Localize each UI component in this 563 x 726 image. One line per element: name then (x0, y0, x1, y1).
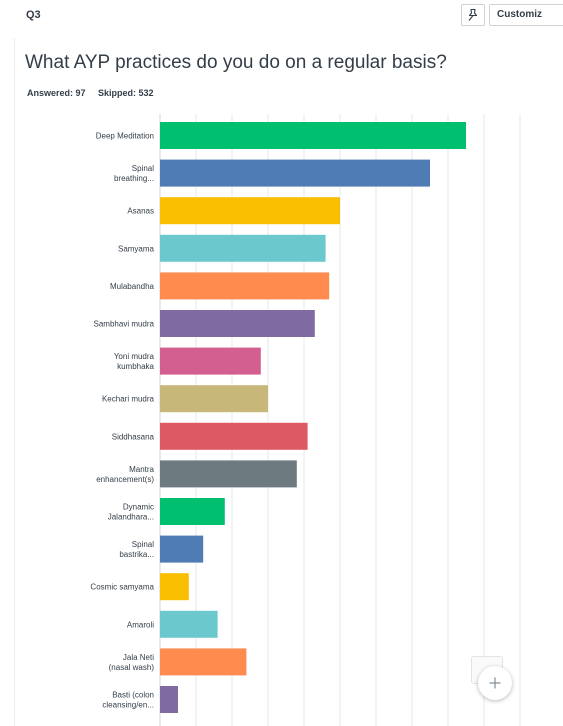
question-title: What AYP practices do you do on a regula… (25, 52, 447, 73)
bar[interactable] (160, 234, 326, 262)
customize-button[interactable]: Customiz (489, 4, 563, 26)
category-label: Mantra enhancement(s) (96, 465, 154, 484)
pin-button[interactable] (461, 4, 485, 26)
category-label: Yoni mudra kumbhaka (114, 352, 155, 371)
category-label: Asanas (127, 207, 154, 216)
answered-count: Answered: 97 (27, 88, 86, 98)
pin-icon (468, 8, 478, 21)
question-number: Q3 (26, 9, 41, 21)
category-label: Amaroli (127, 620, 154, 629)
category-label: Deep Meditation (96, 132, 154, 141)
bar[interactable] (160, 648, 247, 676)
bar[interactable] (160, 498, 225, 525)
bar[interactable] (160, 272, 330, 300)
category-label: Sambhavi mudra (94, 320, 155, 329)
category-label: Dynamic Jalandhara... (108, 503, 154, 522)
category-label: Cosmic samyama (90, 583, 154, 592)
bar[interactable] (160, 159, 430, 187)
plus-icon (489, 677, 501, 689)
category-label: Siddhasana (112, 432, 155, 441)
category-label: Spinal bastrika... (119, 540, 154, 559)
response-stats: Answered: 97 Skipped: 532 (27, 88, 164, 98)
skipped-count: Skipped: 532 (98, 88, 154, 98)
bar[interactable] (160, 686, 178, 713)
bar[interactable] (160, 422, 308, 450)
bar[interactable] (160, 535, 204, 563)
category-label: Spinal breathing... (114, 164, 154, 183)
category-label: Samyama (118, 244, 155, 253)
category-label: Jala Neti (nasal wash) (109, 653, 155, 672)
bar[interactable] (160, 310, 315, 337)
bar[interactable] (160, 122, 466, 149)
bar[interactable] (160, 610, 218, 638)
bar[interactable] (160, 197, 340, 225)
add-button[interactable] (478, 666, 512, 700)
category-label: Kechari mudra (102, 395, 155, 404)
category-label: Mulabandha (110, 282, 155, 291)
bar[interactable] (160, 460, 297, 488)
panel-border (14, 38, 15, 726)
bar[interactable] (160, 347, 261, 375)
bar[interactable] (160, 573, 189, 601)
bar[interactable] (160, 385, 268, 413)
category-label: Basti (colon cleansing/en... (102, 691, 154, 710)
